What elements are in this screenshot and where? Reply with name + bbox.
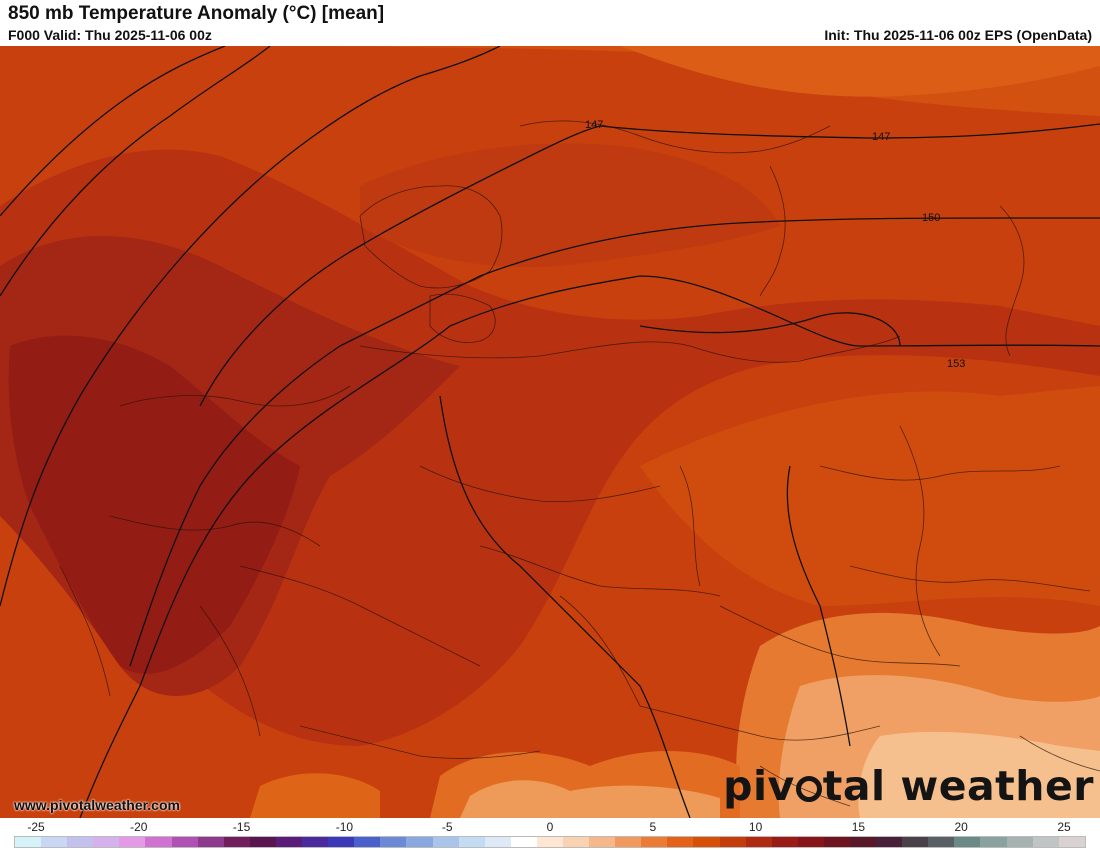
- height-contours: [0, 46, 1100, 818]
- legend-swatch: [719, 837, 746, 847]
- legend-swatch: [302, 837, 329, 847]
- contour-label: 153: [947, 358, 965, 370]
- legend-swatch: [275, 837, 303, 847]
- contour-label: 147: [585, 119, 603, 131]
- legend-tick-label: 15: [851, 820, 866, 834]
- logo-ring-icon: [795, 776, 822, 802]
- legend-tick-label: -25: [27, 820, 45, 834]
- contour-label: 150: [922, 212, 940, 224]
- website-label: www.pivotalweather.com: [14, 797, 180, 813]
- legend-swatch: [145, 837, 172, 847]
- legend-swatch: [980, 837, 1007, 847]
- color-legend: -25 -20 -15 -10 -5 0 5 10 15 20 25: [0, 818, 1100, 850]
- legend-swatch: [876, 837, 903, 847]
- legend-swatch: [615, 837, 642, 847]
- legend-swatch: [536, 837, 563, 847]
- legend-swatch: [1058, 837, 1085, 847]
- legend-swatch: [1006, 837, 1033, 847]
- legend-swatch: [902, 837, 929, 847]
- legend-swatch: [771, 837, 798, 847]
- legend-tick-label: -15: [232, 820, 251, 834]
- legend-swatch: [641, 837, 668, 847]
- legend-swatch: [823, 837, 850, 847]
- legend-swatch: [119, 837, 146, 847]
- legend-tick-label: -5: [441, 820, 453, 834]
- init-time: Init: Thu 2025-11-06 00z EPS (OpenData): [824, 27, 1092, 43]
- legend-tick-label: 5: [649, 820, 657, 834]
- legend-swatch: [510, 837, 537, 847]
- legend-swatch: [15, 837, 42, 847]
- legend-tick-label: 25: [1057, 820, 1071, 834]
- legend-swatch: [797, 837, 824, 847]
- legend-swatch: [380, 837, 407, 847]
- logo-text-a: piv: [723, 762, 795, 810]
- legend-swatch: [667, 837, 694, 847]
- anomaly-field: 147 147 150 153: [0, 46, 1100, 818]
- legend-tick-label: 20: [954, 820, 968, 834]
- contour-labels: 147 147 150 153: [585, 119, 965, 370]
- legend-tick-label: -20: [130, 820, 148, 834]
- legend-bar: [14, 836, 1086, 848]
- legend-swatch: [484, 837, 511, 847]
- contour-label: 147: [872, 131, 890, 143]
- legend-swatch: [745, 837, 772, 847]
- legend-swatch: [928, 837, 955, 847]
- legend-swatch: [562, 837, 590, 847]
- legend-swatch: [1032, 837, 1059, 847]
- pivotal-weather-logo: piv tal weather: [723, 762, 1094, 810]
- valid-time: F000 Valid: Thu 2025-11-06 00z: [8, 27, 212, 43]
- legend-swatch: [41, 837, 68, 847]
- legend-tick-label: 0: [546, 820, 554, 834]
- legend-swatch: [67, 837, 94, 847]
- legend-swatch: [171, 837, 198, 847]
- legend-swatch: [223, 837, 250, 847]
- legend-swatch: [850, 837, 877, 847]
- weather-map[interactable]: 147 147 150 153: [0, 46, 1100, 818]
- legend-swatch: [432, 837, 459, 847]
- legend-swatch: [93, 837, 120, 847]
- logo-text-b: tal weather: [822, 762, 1094, 810]
- legend-swatch: [589, 837, 616, 847]
- coastlines: [59, 120, 1100, 807]
- legend-tick-label: 10: [748, 820, 763, 834]
- legend-swatch: [954, 837, 981, 847]
- legend-swatch: [249, 837, 276, 847]
- legend-tick-label: -10: [335, 820, 354, 834]
- legend-swatch: [458, 837, 485, 847]
- map-title: 850 mb Temperature Anomaly (°C) [mean]: [8, 3, 385, 24]
- legend-swatch: [328, 837, 355, 847]
- map-header: 850 mb Temperature Anomaly (°C) [mean] F…: [0, 0, 1100, 46]
- legend-swatch: [406, 837, 433, 847]
- legend-swatch: [354, 837, 381, 847]
- legend-swatch: [693, 837, 720, 847]
- legend-ticks: -25 -20 -15 -10 -5 0 5 10 15 20 25: [0, 820, 1100, 834]
- legend-swatch: [197, 837, 224, 847]
